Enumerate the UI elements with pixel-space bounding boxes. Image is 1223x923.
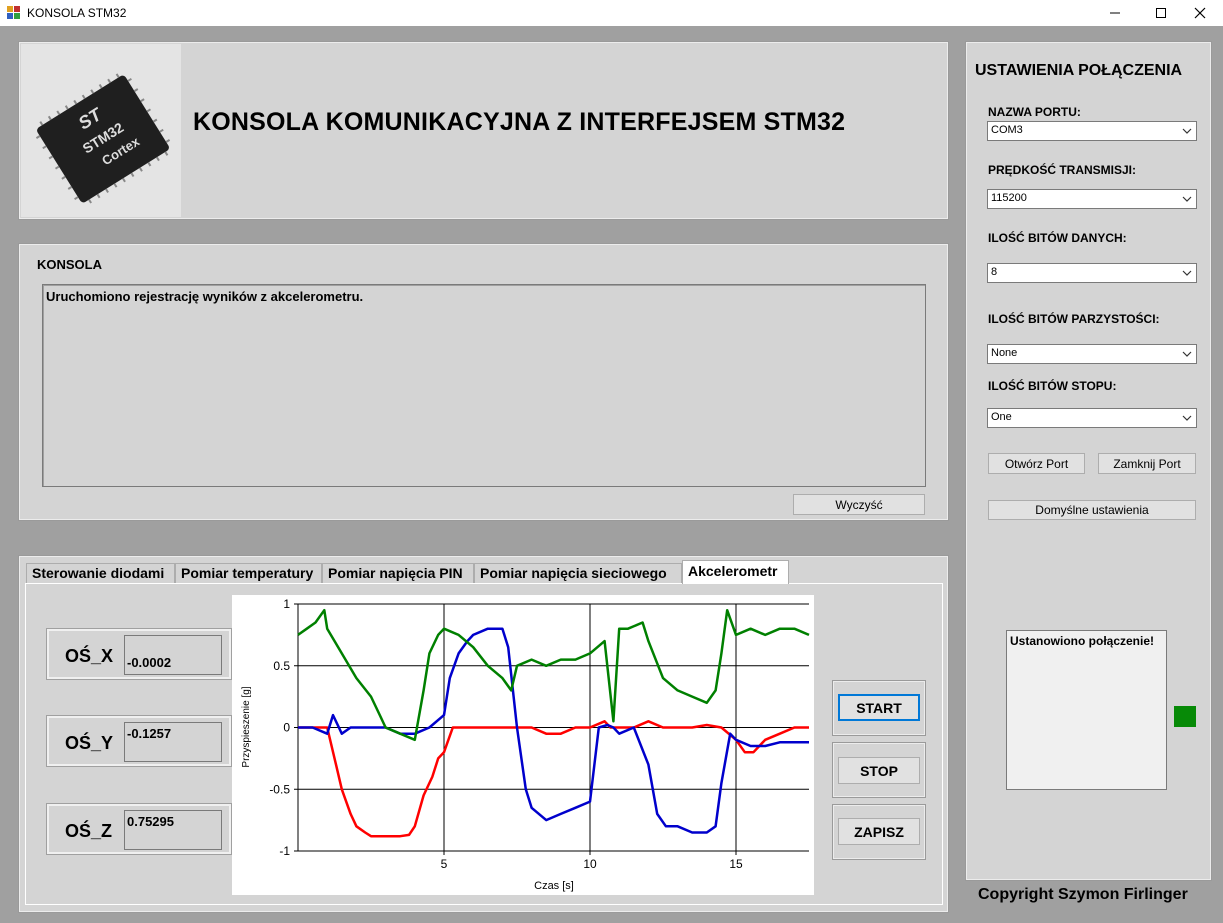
axis-x-box: OŚ_X -0.0002 bbox=[46, 628, 232, 680]
chart-grid bbox=[297, 603, 809, 852]
app-icon bbox=[7, 6, 20, 19]
tab-led-control[interactable]: Sterowanie diodami bbox=[26, 563, 175, 584]
status-indicator bbox=[1174, 706, 1196, 727]
clear-console-button[interactable]: Wyczyść bbox=[793, 494, 925, 515]
parity-label: ILOŚĆ BITÓW PARZYSTOŚCI: bbox=[988, 312, 1160, 326]
axis-x-label: OŚ_X bbox=[65, 646, 114, 666]
stop-button[interactable]: STOP bbox=[838, 757, 920, 784]
parity-select[interactable]: None bbox=[987, 344, 1197, 364]
console-label: KONSOLA bbox=[37, 257, 102, 272]
minimize-icon bbox=[1110, 12, 1120, 14]
tab-pin-voltage[interactable]: Pomiar napięcia PIN bbox=[322, 563, 474, 584]
y-tick-label: 0 bbox=[283, 721, 290, 735]
databits-select[interactable]: 8 bbox=[987, 263, 1197, 283]
header-panel: ST STM32 Cortex bbox=[18, 41, 949, 220]
baud-select[interactable]: 115200 bbox=[987, 189, 1197, 209]
stopbits-select[interactable]: One bbox=[987, 408, 1197, 428]
stopbits-label: ILOŚĆ BITÓW STOPU: bbox=[988, 379, 1117, 393]
default-settings-button[interactable]: Domyślne ustawienia bbox=[988, 500, 1196, 520]
tab-accelerometer[interactable]: Akcelerometr bbox=[682, 560, 789, 584]
connection-title: USTAWIENIA POŁĄCZENIA bbox=[975, 62, 1183, 79]
minimize-button[interactable] bbox=[1092, 0, 1138, 26]
port-select[interactable]: COM3 bbox=[987, 121, 1197, 141]
x-tick-label: 15 bbox=[729, 857, 743, 871]
accelerometer-chart: 1 0.5 0 -0.5 -1 5 10 15 Czas [s] Przyspieszenie… bbox=[232, 595, 814, 895]
chart-series bbox=[297, 608, 810, 838]
baud-label: PRĘDKOŚĆ TRANSMISJI: bbox=[988, 163, 1137, 177]
stopbits-value: One bbox=[991, 411, 1012, 423]
y-tick-label: -0.5 bbox=[269, 782, 290, 796]
axis-x-value[interactable]: -0.0002 bbox=[124, 635, 222, 675]
close-icon bbox=[1194, 7, 1206, 19]
axis-y-value[interactable]: -0.1257 bbox=[124, 722, 222, 762]
y-tick-label: 1 bbox=[283, 597, 290, 611]
maximize-button[interactable] bbox=[1138, 0, 1184, 26]
axis-z-label: OŚ_Z bbox=[65, 821, 113, 841]
series-line-z bbox=[297, 608, 810, 742]
page-title: KONSOLA KOMUNIKACYJNA Z INTERFEJSEM STM3… bbox=[193, 108, 846, 136]
series-line-y bbox=[298, 627, 809, 834]
chevron-down-icon bbox=[1182, 270, 1192, 276]
chevron-down-icon bbox=[1182, 128, 1192, 134]
open-port-button[interactable]: Otwórz Port bbox=[988, 453, 1085, 474]
chevron-down-icon bbox=[1182, 351, 1192, 357]
title-bar: KONSOLA STM32 bbox=[0, 0, 1223, 26]
baud-value: 115200 bbox=[991, 192, 1027, 204]
databits-value: 8 bbox=[991, 266, 998, 278]
x-tick-label: 10 bbox=[583, 857, 597, 871]
stm32-chip-icon: ST STM32 Cortex bbox=[35, 73, 171, 204]
chart-ticks: 1 0.5 0 -0.5 -1 5 10 15 bbox=[269, 597, 743, 871]
close-button[interactable] bbox=[1177, 0, 1223, 26]
copyright-text: Copyright Szymon Firlinger bbox=[978, 886, 1188, 903]
close-port-button[interactable]: Zamknij Port bbox=[1098, 453, 1196, 474]
chip-image: ST STM32 Cortex bbox=[21, 44, 181, 217]
tab-mains-voltage[interactable]: Pomiar napięcia sieciowego bbox=[474, 563, 682, 584]
axis-y-label: OŚ_Y bbox=[65, 733, 114, 753]
maximize-icon bbox=[1156, 8, 1166, 18]
chevron-down-icon bbox=[1182, 415, 1192, 421]
port-label: NAZWA PORTU: bbox=[988, 105, 1081, 119]
start-button[interactable]: START bbox=[838, 694, 920, 721]
console-output[interactable]: Uruchomiono rejestrację wyników z akcele… bbox=[42, 284, 926, 487]
axis-z-box: OŚ_Z 0.75295 bbox=[46, 803, 232, 855]
save-button[interactable]: ZAPISZ bbox=[838, 818, 920, 845]
window-title: KONSOLA STM32 bbox=[27, 6, 127, 20]
x-tick-label: 5 bbox=[441, 857, 448, 871]
chevron-down-icon bbox=[1182, 196, 1192, 202]
tab-temperature[interactable]: Pomiar temperatury bbox=[175, 563, 322, 584]
y-tick-label: 0.5 bbox=[273, 659, 290, 673]
chart-background bbox=[232, 595, 814, 895]
y-tick-label: -1 bbox=[279, 844, 290, 858]
chart-x-label: Czas [s] bbox=[534, 880, 574, 892]
axis-z-value[interactable]: 0.75295 bbox=[124, 810, 222, 850]
chart-y-label: Przyspieszenie [g] bbox=[241, 686, 252, 767]
axis-y-box: OŚ_Y -0.1257 bbox=[46, 715, 232, 767]
connection-status-box: Ustanowiono połączenie! bbox=[1006, 630, 1167, 790]
series-line-x bbox=[298, 720, 809, 838]
parity-value: None bbox=[991, 347, 1018, 359]
port-value: COM3 bbox=[991, 124, 1023, 136]
databits-label: ILOŚĆ BITÓW DANYCH: bbox=[988, 231, 1127, 245]
